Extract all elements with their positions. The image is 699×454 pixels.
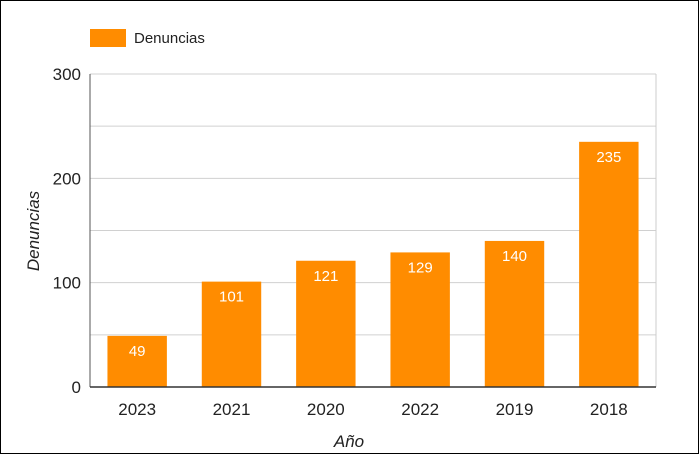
bars — [107, 141, 639, 387]
x-tick-label: 2023 — [118, 400, 156, 419]
x-axis-title: Año — [333, 432, 364, 451]
bar-2021 — [201, 281, 262, 387]
bar-2020 — [296, 260, 356, 387]
x-tick-labels: 2023 2021 2020 2022 2019 2018 — [118, 400, 627, 419]
x-tick-label: 2018 — [590, 400, 628, 419]
legend-label: Denuncias — [134, 30, 205, 47]
x-tick-label: 2020 — [307, 400, 345, 419]
legend-swatch — [90, 29, 126, 47]
data-labels: 49 101 121 129 140 235 — [129, 149, 622, 360]
bar-value-label: 235 — [596, 149, 621, 166]
bar-2022 — [390, 252, 450, 387]
y-tick-labels: 0 100 200 300 — [53, 65, 81, 397]
bar-value-label: 121 — [313, 268, 338, 285]
x-tick-label: 2019 — [496, 400, 534, 419]
bar-value-label: 140 — [502, 248, 527, 265]
bar-value-label: 101 — [219, 289, 244, 306]
bar-value-label: 49 — [129, 343, 146, 360]
bar-2019 — [484, 240, 545, 387]
y-tick-label: 300 — [53, 65, 81, 84]
y-tick-label: 100 — [53, 274, 81, 293]
bar-2018 — [579, 141, 639, 387]
y-tick-label: 0 — [72, 378, 81, 397]
legend: Denuncias — [90, 29, 205, 47]
y-axis-title: Denuncias — [24, 190, 43, 271]
gridlines — [90, 73, 656, 336]
axes — [89, 74, 657, 388]
bar-2023 — [107, 335, 167, 387]
bar-value-label: 129 — [408, 259, 433, 276]
x-tick-label: 2022 — [401, 400, 439, 419]
x-tick-label: 2021 — [213, 400, 251, 419]
y-tick-label: 200 — [53, 169, 81, 188]
